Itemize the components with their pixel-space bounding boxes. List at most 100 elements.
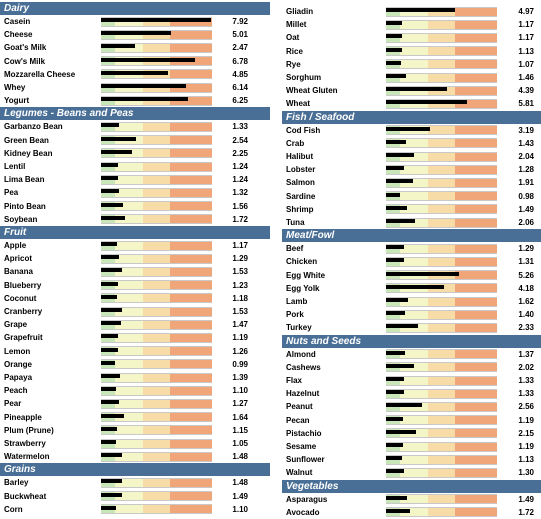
value-bar: [386, 205, 407, 210]
food-label: Cow's Milk: [4, 56, 46, 66]
scale-zone: [413, 363, 428, 372]
value-bar: [101, 360, 115, 365]
value-bar: [386, 219, 415, 224]
scale-zone: [441, 47, 456, 56]
value-bar: [101, 70, 169, 75]
scale-zone: [114, 175, 129, 184]
scale-zone: [413, 257, 428, 267]
value-label: 1.17: [518, 33, 534, 43]
scale-zone: [483, 20, 497, 29]
value-label: 6.25: [232, 96, 248, 106]
scale-zone: [184, 254, 199, 263]
scale-background: [386, 19, 497, 30]
scale-zone: [399, 455, 414, 464]
scale-zone: [184, 399, 199, 409]
scale-zone: [455, 33, 470, 43]
scale-zone: [156, 136, 171, 145]
scale-zone: [441, 165, 456, 174]
food-label: Green Bean: [4, 135, 49, 145]
value-label: 1.49: [232, 491, 248, 501]
scale-zone: [469, 442, 484, 451]
scale-zone: [142, 149, 157, 158]
scale-zone: [427, 244, 442, 253]
food-row: Oat 1.17: [282, 31, 541, 44]
scale-zone: [399, 376, 414, 385]
value-bar: [101, 479, 122, 484]
scale-zone: [128, 439, 143, 448]
scale-zone: [114, 426, 129, 435]
food-label: Crab: [286, 138, 305, 148]
scale-zone: [170, 254, 185, 263]
food-row: Pinto Bean 1.56: [0, 200, 270, 213]
scale-zone: [483, 60, 497, 69]
scale-zone: [469, 139, 484, 148]
group-header: Nuts and Seeds: [282, 334, 541, 348]
food-label: Pecan: [286, 415, 310, 425]
scale-zone: [427, 416, 442, 425]
value-label: 1.19: [232, 333, 248, 343]
scale-zone: [170, 373, 185, 382]
scale-zone: [441, 284, 456, 293]
value-bar: [386, 271, 459, 276]
food-label: Salmon: [286, 178, 315, 188]
scale-zone: [184, 83, 199, 92]
scale-zone: [198, 162, 212, 171]
value-bar: [386, 21, 403, 26]
scale-background: [386, 375, 497, 386]
scale-zone: [483, 284, 497, 293]
scale-zone: [399, 47, 414, 56]
scale-zone: [469, 416, 484, 425]
scale-zone: [184, 162, 199, 171]
value-bar: [101, 202, 123, 207]
scale-zone: [427, 60, 442, 69]
food-row: Almond 1.37: [282, 348, 541, 361]
scale-zone: [156, 149, 171, 158]
scale-zone: [455, 126, 470, 135]
scale-zone: [170, 426, 185, 435]
scale-zone: [427, 126, 442, 135]
scale-zone: [198, 43, 212, 53]
scale-zone: [128, 241, 143, 250]
scale-zone: [455, 402, 470, 412]
food-row: Cranberry 1.53: [0, 305, 270, 318]
value-bar: [386, 258, 405, 263]
food-row: Sardine 0.98: [282, 190, 541, 203]
scale-zone: [156, 492, 171, 501]
food-row: Pork 1.40: [282, 308, 541, 321]
scale-zone: [156, 162, 171, 171]
scale-zone: [469, 389, 484, 398]
food-label: Goat's Milk: [4, 43, 47, 53]
scale-zone: [413, 244, 428, 253]
value-label: 1.13: [518, 455, 534, 465]
scale-zone: [156, 413, 171, 422]
food-label: Halibut: [286, 152, 314, 161]
value-bar: [101, 176, 119, 181]
scale-background: [101, 385, 212, 396]
scale-zone: [413, 218, 428, 227]
food-row: Walnut 1.30: [282, 466, 541, 479]
food-label: Chicken: [286, 257, 318, 267]
scale-zone: [184, 70, 199, 79]
value-label: 1.19: [518, 442, 534, 451]
scale-zone: [441, 86, 456, 95]
value-label: 1.32: [232, 188, 248, 198]
scale-zone: [156, 333, 171, 343]
scale-zone: [198, 122, 212, 132]
food-row: Peach 1.10: [0, 384, 270, 397]
value-label: 1.33: [518, 376, 534, 385]
scale-zone: [156, 478, 171, 488]
scale-zone: [184, 320, 199, 329]
scale-zone: [170, 241, 185, 250]
scale-zone: [198, 399, 212, 409]
scale-background: [386, 191, 497, 202]
scale-zone: [469, 244, 484, 253]
scale-zone: [469, 271, 484, 280]
value-bar: [386, 469, 405, 474]
scale-zone: [184, 439, 199, 448]
food-label: Casein: [4, 17, 31, 26]
food-row: Barley 1.48: [0, 476, 270, 489]
food-row: Wheat Gluten 4.39: [282, 84, 541, 97]
scale-zone: [170, 215, 185, 224]
food-row: Cod Fish 3.19: [282, 124, 541, 137]
scale-zone: [441, 310, 456, 319]
